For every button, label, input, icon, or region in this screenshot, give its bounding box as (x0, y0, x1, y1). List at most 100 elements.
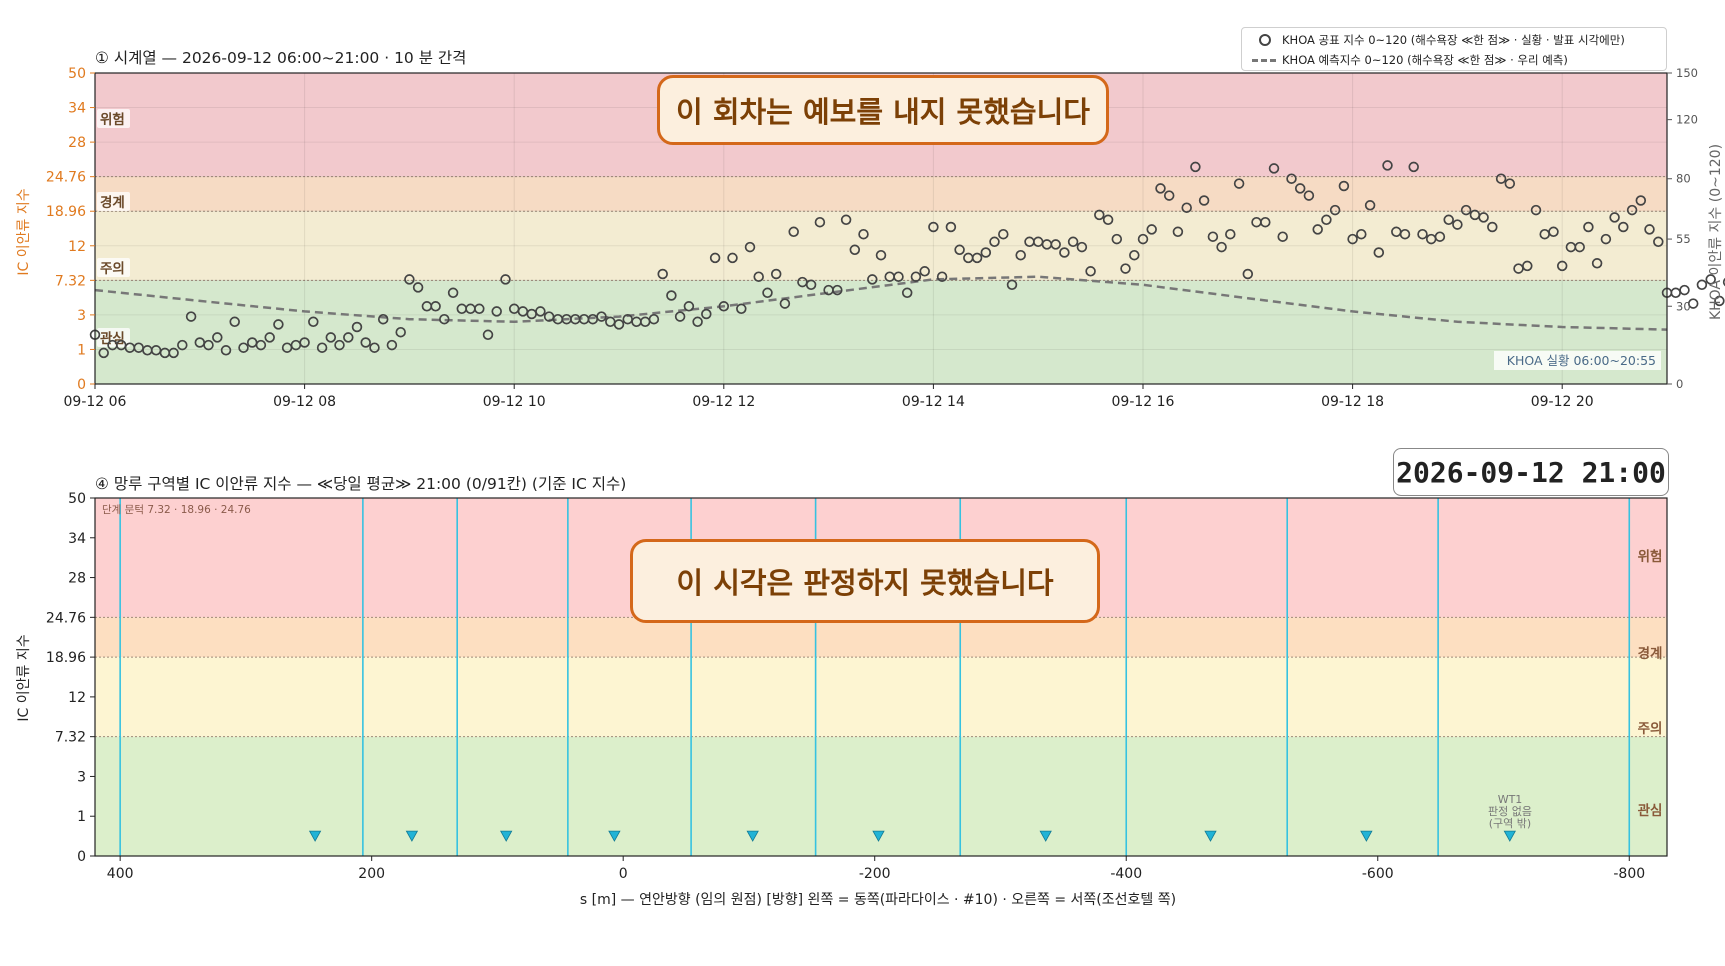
panel1-ytick-label: 7.32 (55, 273, 86, 289)
panel1-zone-band (95, 176, 1667, 212)
khoa-point (1653, 236, 1664, 248)
panel1-xtick-label: 09-12 16 (1112, 394, 1175, 410)
khoa-point (666, 290, 677, 301)
panel1-zone-label: 관심 (100, 330, 125, 347)
chart-legend: KHOA 공표 지수 0~120 (해수욕장 ≪한 점≫ · 실황 · 발표 시… (1241, 27, 1667, 71)
tower-marker (500, 830, 513, 842)
khoa-point (430, 301, 441, 312)
khoa-point (683, 301, 695, 312)
khoa-point (535, 306, 546, 317)
khoa-point (1085, 266, 1096, 277)
panel2-ytick-label: 3 (77, 769, 86, 785)
khoa-point (377, 313, 389, 325)
legend-label-observed: KHOA 공표 지수 0~120 (해수욕장 ≪한 점≫ · 실황 · 발표 시… (1282, 33, 1625, 47)
panel2-ytick-label: 24.76 (46, 610, 86, 626)
khoa-point (674, 311, 686, 322)
khoa-point (945, 221, 957, 233)
khoa-point (1522, 260, 1533, 272)
khoa-point (858, 228, 869, 240)
khoa-point (1408, 161, 1419, 173)
khoa-point (1574, 241, 1585, 253)
panel2-ytick-label: 0 (77, 849, 86, 865)
khoa-point (1591, 258, 1603, 269)
panel1-zone-label: 위험 (100, 111, 125, 128)
khoa-point (229, 316, 240, 328)
khoa-point (1679, 284, 1690, 296)
khoa-point (1696, 279, 1708, 291)
khoa-point (805, 279, 817, 291)
panel1-axes: 0 1 3 7.32 12 18.96 24.76 28 34 50 0 30 55 80 120 150 09… (46, 66, 1698, 410)
panel2-ylabel: IC 이안류 지수 (16, 634, 32, 721)
panel1-zone-label: 경계 (100, 194, 125, 211)
panel1-y2label: KHOA 이안류 지수 (0~120) (1708, 144, 1724, 320)
panel1-ylabel: IC 이안류 지수 (16, 188, 32, 275)
khoa-point (1286, 173, 1297, 184)
khoa-point (1600, 233, 1612, 245)
tower-marker (1360, 830, 1373, 842)
panel1-frame (94, 72, 1668, 385)
khoa-point (1705, 274, 1716, 285)
panel2-xlabel: s [m] — 연안방향 (임의 원점) [방향] 왼쪽 = 동쪽(파라다이스 … (580, 892, 1176, 908)
khoa-point (1312, 224, 1323, 235)
panel1-xtick-label: 09-12 14 (902, 394, 965, 410)
khoa-point (439, 313, 450, 325)
tower-marker (405, 830, 419, 842)
panel1-xtick-label: 09-12 06 (64, 394, 127, 410)
khoa-point (177, 339, 188, 351)
panel2-zone-label: 위험 (1638, 548, 1663, 565)
panel1-ytick-label: 0 (77, 377, 86, 393)
khoa-point (1067, 236, 1079, 248)
khoa-point (1478, 212, 1489, 223)
panel1-ytick-label: 28 (68, 135, 86, 151)
khoa-point (1347, 233, 1358, 245)
panel1-xtick-label: 09-12 08 (273, 394, 336, 410)
khoa-point (648, 313, 660, 325)
khoa-point (404, 274, 415, 285)
khoa-point (1094, 209, 1105, 221)
khoa-point (1120, 263, 1131, 274)
khoa-point (936, 271, 948, 282)
khoa-point (1329, 204, 1341, 216)
khoa-point (1137, 233, 1149, 245)
panel1-zone-band (95, 211, 1667, 281)
khoa-point (832, 284, 843, 296)
panel2-zone-label: 주의 (1638, 720, 1663, 737)
khoa-point (1268, 163, 1280, 174)
khoa-point (412, 282, 424, 293)
tower-marker (308, 830, 322, 842)
panel1-ytick-label: 24.76 (46, 170, 86, 186)
tower-marker (746, 830, 759, 842)
khoa-point (1102, 214, 1114, 226)
khoa-point (1487, 221, 1498, 233)
khoa-point (1399, 228, 1411, 240)
khoa-point (1242, 268, 1254, 280)
khoa-point (255, 339, 267, 351)
khoa-point (474, 303, 485, 315)
khoa-point (1181, 202, 1192, 213)
khoa-point (1294, 183, 1306, 194)
khoa-point (1364, 200, 1376, 211)
panel2-ytick-label: 1 (77, 809, 86, 825)
khoa-point (1260, 216, 1271, 228)
panel1-y2tick-label: 120 (1676, 113, 1698, 127)
panel1-y2tick-label: 150 (1676, 66, 1698, 80)
khoa-point (762, 287, 773, 299)
khoa-point (1373, 247, 1385, 258)
khoa-point (1382, 160, 1393, 171)
tower-marker (608, 830, 621, 842)
panel2-ytick-label: 7.32 (55, 730, 86, 746)
panel2-ytick-label: 50 (68, 491, 86, 507)
khoa-point (657, 268, 668, 280)
khoa-point (1548, 226, 1559, 238)
tower-marker (1204, 830, 1217, 842)
khoa-point (1356, 228, 1367, 240)
khoa-point (1722, 277, 1725, 287)
khoa-point (840, 214, 852, 226)
panel1-y2tick-label: 0 (1676, 377, 1683, 391)
threshold-note: 단계 문턱 7.32 · 18.96 · 24.76 (102, 504, 251, 516)
khoa-point (718, 301, 730, 312)
khoa-point (1504, 178, 1516, 189)
khoa-point (744, 241, 756, 253)
khoa-point (1635, 195, 1647, 206)
